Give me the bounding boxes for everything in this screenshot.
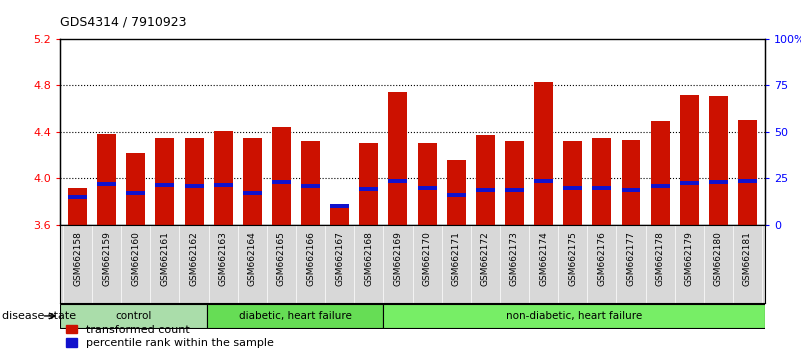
FancyBboxPatch shape bbox=[383, 304, 765, 328]
Text: GSM662159: GSM662159 bbox=[103, 231, 111, 286]
FancyBboxPatch shape bbox=[60, 304, 207, 328]
Bar bbox=[388, 179, 408, 183]
Bar bbox=[534, 179, 553, 183]
Bar bbox=[243, 138, 262, 225]
Text: GSM662179: GSM662179 bbox=[685, 231, 694, 286]
Bar bbox=[593, 138, 611, 225]
Text: non-diabetic, heart failure: non-diabetic, heart failure bbox=[506, 311, 642, 321]
Bar bbox=[330, 204, 349, 208]
Bar bbox=[447, 193, 465, 196]
Bar bbox=[68, 188, 87, 225]
Bar bbox=[650, 184, 670, 188]
Bar bbox=[622, 140, 641, 225]
Text: disease state: disease state bbox=[2, 311, 77, 321]
Bar bbox=[505, 141, 524, 225]
Text: GSM662158: GSM662158 bbox=[73, 231, 82, 286]
Bar bbox=[68, 195, 87, 199]
Bar bbox=[476, 188, 495, 192]
Bar bbox=[417, 143, 437, 225]
Bar bbox=[738, 179, 757, 183]
Bar bbox=[505, 188, 524, 192]
Bar bbox=[330, 206, 349, 225]
Text: GSM662167: GSM662167 bbox=[335, 231, 344, 286]
Bar bbox=[360, 187, 378, 191]
Bar bbox=[155, 138, 175, 225]
Text: GSM662171: GSM662171 bbox=[452, 231, 461, 286]
Text: GSM662176: GSM662176 bbox=[598, 231, 606, 286]
Bar bbox=[388, 92, 408, 225]
Text: GSM662169: GSM662169 bbox=[393, 231, 402, 286]
Text: GSM662170: GSM662170 bbox=[423, 231, 432, 286]
Bar bbox=[214, 183, 232, 187]
Bar bbox=[97, 182, 116, 186]
Text: GSM662175: GSM662175 bbox=[568, 231, 578, 286]
Bar bbox=[680, 95, 698, 225]
Bar bbox=[534, 82, 553, 225]
Text: GSM662164: GSM662164 bbox=[248, 231, 257, 286]
Bar bbox=[593, 185, 611, 190]
Bar bbox=[650, 121, 670, 225]
Bar bbox=[155, 183, 175, 187]
Text: GSM662165: GSM662165 bbox=[277, 231, 286, 286]
Bar bbox=[127, 192, 145, 195]
Text: GSM662181: GSM662181 bbox=[743, 231, 752, 286]
Bar bbox=[127, 153, 145, 225]
Text: GSM662162: GSM662162 bbox=[190, 231, 199, 286]
Text: GSM662177: GSM662177 bbox=[626, 231, 635, 286]
Bar bbox=[184, 138, 203, 225]
Bar bbox=[184, 184, 203, 188]
Bar bbox=[563, 185, 582, 190]
Bar bbox=[97, 134, 116, 225]
Bar bbox=[709, 96, 728, 225]
Text: GSM662166: GSM662166 bbox=[306, 231, 315, 286]
Text: GSM662173: GSM662173 bbox=[510, 231, 519, 286]
FancyBboxPatch shape bbox=[207, 304, 383, 328]
Legend: transformed count, percentile rank within the sample: transformed count, percentile rank withi… bbox=[66, 325, 273, 348]
Text: GSM662161: GSM662161 bbox=[160, 231, 170, 286]
Text: GSM662172: GSM662172 bbox=[481, 231, 490, 286]
Bar bbox=[738, 120, 757, 225]
Bar bbox=[360, 143, 378, 225]
Text: diabetic, heart failure: diabetic, heart failure bbox=[239, 311, 352, 321]
Bar bbox=[243, 192, 262, 195]
Bar bbox=[301, 184, 320, 188]
Text: GSM662168: GSM662168 bbox=[364, 231, 373, 286]
Text: control: control bbox=[115, 311, 151, 321]
Bar bbox=[417, 185, 437, 190]
Text: GSM662178: GSM662178 bbox=[655, 231, 665, 286]
Bar bbox=[680, 181, 698, 185]
Bar bbox=[272, 127, 291, 225]
Text: GSM662163: GSM662163 bbox=[219, 231, 227, 286]
Text: GDS4314 / 7910923: GDS4314 / 7910923 bbox=[60, 15, 187, 28]
Bar bbox=[476, 135, 495, 225]
Bar bbox=[709, 180, 728, 184]
Bar bbox=[214, 131, 232, 225]
Bar bbox=[563, 141, 582, 225]
Bar bbox=[622, 188, 641, 192]
Text: GSM662160: GSM662160 bbox=[131, 231, 140, 286]
Text: GSM662180: GSM662180 bbox=[714, 231, 723, 286]
Bar bbox=[301, 141, 320, 225]
Bar bbox=[447, 160, 465, 225]
Text: GSM662174: GSM662174 bbox=[539, 231, 548, 286]
Bar bbox=[272, 180, 291, 184]
